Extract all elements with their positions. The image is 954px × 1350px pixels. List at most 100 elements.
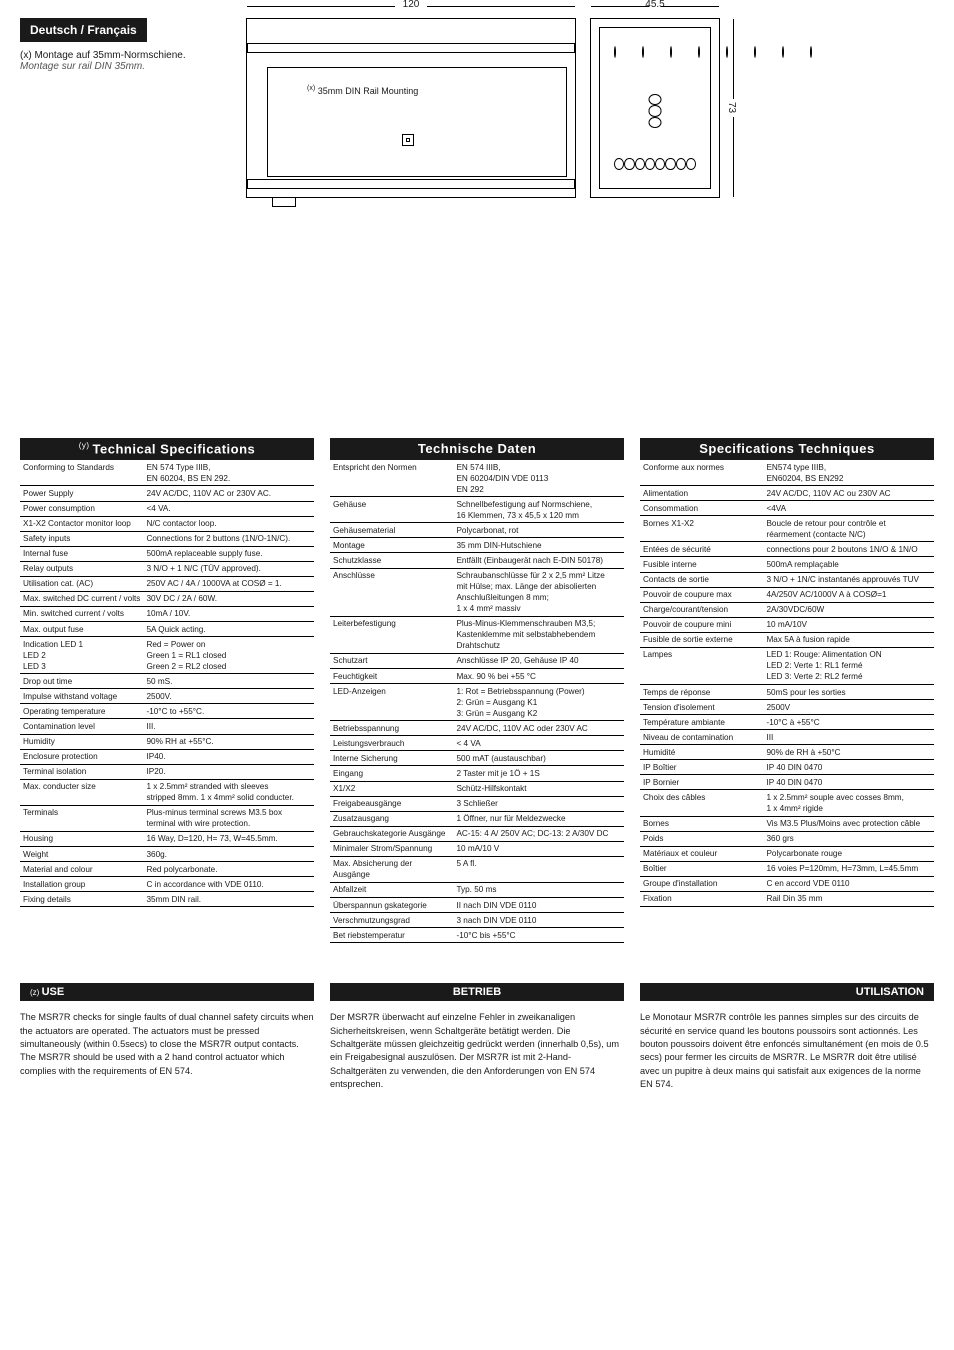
- table-row: Humidity90% RH at +55°C.: [20, 734, 314, 749]
- table-cell: Connections for 2 buttons (1N/O-1N/C).: [143, 531, 314, 546]
- front-tab: [272, 197, 296, 207]
- table-cell: Terminal isolation: [20, 764, 143, 779]
- table-cell: Max. 90 % bei +55 °C: [453, 669, 624, 684]
- table-row: Minimaler Strom/Spannung10 mA/10 V: [330, 841, 624, 856]
- lang-mount-panel: Deutsch / Français (x) Montage auf 35mm-…: [20, 18, 220, 198]
- table-cell: Betriebsspannung: [330, 721, 453, 736]
- table-cell: 3 Schließer: [453, 796, 624, 811]
- table-cell: 24V AC/DC, 110V AC or 230V AC.: [143, 486, 314, 501]
- side-view: 45.5 73: [590, 18, 720, 198]
- rail-flange-bot: [247, 179, 575, 189]
- table-cell: Schütz-Hilfskontakt: [453, 781, 624, 796]
- table-row: SchutzklasseEntfällt (Einbaugerät nach E…: [330, 553, 624, 568]
- table-cell: Interne Sicherung: [330, 751, 453, 766]
- table-cell: 1 x 2.5mm² souple avec cosses 8mm,1 x 4m…: [763, 790, 934, 816]
- table-row: IP BoîtierIP 40 DIN 0470: [640, 760, 934, 775]
- table-cell: Matériaux et couleur: [640, 846, 763, 861]
- table-cell: Freigabeausgänge: [330, 796, 453, 811]
- use-de: BETRIEB Der MSR7R überwacht auf einzelne…: [330, 983, 624, 1091]
- table-cell: Gehäuse: [330, 497, 453, 523]
- table-cell: 250V AC / 4A / 1000VA at COSØ = 1.: [143, 576, 314, 591]
- table-row: GehäuseSchnellbefestigung auf Normschien…: [330, 497, 624, 523]
- table-row: Temps de réponse50mS pour les sorties: [640, 685, 934, 700]
- table-cell: Choix des câbles: [640, 790, 763, 816]
- table-cell: 500mA replaceable supply fuse.: [143, 546, 314, 561]
- table-cell: Material and colour: [20, 862, 143, 877]
- table-cell: Consommation: [640, 501, 763, 516]
- table-cell: Drop out time: [20, 674, 143, 689]
- table-cell: Rail Din 35 mm: [763, 891, 934, 906]
- table-cell: Tension d'isolement: [640, 700, 763, 715]
- table-row: Max. output fuse5A Quick acting.: [20, 622, 314, 637]
- table-cell: 3 N/O + 1N/C instantanés approuvés TUV: [763, 572, 934, 587]
- table-cell: 10 mA/10V: [763, 617, 934, 632]
- spec-de-table: Entspricht den NormenEN 574 IIIB,EN 6020…: [330, 460, 624, 943]
- table-row: GehäusematerialPolycarbonat, rot: [330, 523, 624, 538]
- table-row: Max. Absicherung der Ausgänge5 A fl.: [330, 856, 624, 882]
- table-cell: 360 grs: [763, 831, 934, 846]
- table-cell: Max 5A à fusion rapide: [763, 632, 934, 647]
- table-row: Material and colourRed polycarbonate.: [20, 862, 314, 877]
- table-row: Leistungsverbrauch< 4 VA: [330, 736, 624, 751]
- table-cell: connections pour 2 boutons 1N/O & 1N/O: [763, 542, 934, 557]
- table-cell: Minimaler Strom/Spannung: [330, 841, 453, 856]
- table-cell: Überspannun gskategorie: [330, 898, 453, 913]
- mount-fr: Montage sur rail DIN 35mm.: [20, 61, 220, 72]
- table-cell: X1-X2 Contactor monitor loop: [20, 516, 143, 531]
- table-row: SchutzartAnschlüsse IP 20, Gehäuse IP 40: [330, 653, 624, 668]
- use-fr: UTILISATION Le Monotaur MSR7R contrôle l…: [640, 983, 934, 1091]
- table-cell: Eingang: [330, 766, 453, 781]
- use-de-body: Der MSR7R überwacht auf einzelne Fehler …: [330, 1011, 624, 1091]
- spec-en-table: Conforming to StandardsEN 574 Type IIIB,…: [20, 460, 314, 907]
- table-cell: Terminals: [20, 805, 143, 831]
- table-cell: Abfallzeit: [330, 882, 453, 897]
- table-cell: Safety inputs: [20, 531, 143, 546]
- rail-label-text: 35mm DIN Rail Mounting: [318, 86, 419, 96]
- table-cell: Internal fuse: [20, 546, 143, 561]
- spec-de-title: Technische Daten: [330, 438, 624, 460]
- table-row: Consommation<4VA: [640, 501, 934, 516]
- table-cell: 2 Taster mit je 1Ö + 1S: [453, 766, 624, 781]
- table-cell: Polycarbonate rouge: [763, 846, 934, 861]
- table-cell: Housing: [20, 831, 143, 846]
- table-row: Conforme aux normesEN574 type IIIB,EN602…: [640, 460, 934, 486]
- table-cell: Alimentation: [640, 486, 763, 501]
- table-cell: 24V AC/DC, 110V AC ou 230V AC: [763, 486, 934, 501]
- table-cell: Contamination level: [20, 719, 143, 734]
- drawings: 120 (x) 35mm DIN Rail Mounting 45.5 73: [246, 18, 934, 198]
- table-cell: Relay outputs: [20, 561, 143, 576]
- use-fr-title: UTILISATION: [640, 983, 934, 1001]
- table-row: Gebrauchskategorie AusgängeAC-15: 4 A/ 2…: [330, 826, 624, 841]
- table-cell: 2500V.: [143, 689, 314, 704]
- table-cell: Red = Power onGreen 1 = RL1 closedGreen …: [143, 637, 314, 674]
- spec-tables: (y)Technical Specifications Conforming t…: [20, 438, 934, 943]
- table-cell: IP20.: [143, 764, 314, 779]
- table-cell: 2500V: [763, 700, 934, 715]
- table-row: Bet riebstemperatur-10°C bis +55°C: [330, 928, 624, 943]
- table-cell: 24V AC/DC, 110V AC oder 230V AC: [453, 721, 624, 736]
- table-cell: Entées de sécurité: [640, 542, 763, 557]
- table-cell: Fixation: [640, 891, 763, 906]
- table-row: Zusatzausgang1 Öffner, nur für Meldezwec…: [330, 811, 624, 826]
- front-indicator-icon: [402, 134, 414, 146]
- table-cell: III: [763, 730, 934, 745]
- table-row: Entées de sécuritéconnections pour 2 bou…: [640, 542, 934, 557]
- table-cell: Bornes: [640, 816, 763, 831]
- table-cell: Temps de réponse: [640, 685, 763, 700]
- table-cell: < 4 VA: [453, 736, 624, 751]
- table-cell: 360g.: [143, 847, 314, 862]
- table-row: Pouvoir de coupure max4A/250V AC/1000V A…: [640, 587, 934, 602]
- table-cell: <4VA: [763, 501, 934, 516]
- table-cell: Groupe d'installation: [640, 876, 763, 891]
- table-row: AnschlüsseSchraubanschlüsse für 2 x 2,5 …: [330, 568, 624, 616]
- spec-en: (y)Technical Specifications Conforming t…: [20, 438, 314, 943]
- table-cell: 90% de RH à +50°C: [763, 745, 934, 760]
- table-cell: -10°C à +55°C: [763, 715, 934, 730]
- use-en: USE The MSR7R checks for single faults o…: [20, 983, 314, 1091]
- table-cell: Weight: [20, 847, 143, 862]
- table-cell: EN 574 IIIB,EN 60204/DIN VDE 0113EN 292: [453, 460, 624, 497]
- table-cell: 35 mm DIN-Hutschiene: [453, 538, 624, 553]
- table-row: TerminalsPlus-minus terminal screws M3.5…: [20, 805, 314, 831]
- table-row: Max. conducter size1 x 2.5mm² stranded w…: [20, 779, 314, 805]
- table-row: Interne Sicherung500 mAT (austauschbar): [330, 751, 624, 766]
